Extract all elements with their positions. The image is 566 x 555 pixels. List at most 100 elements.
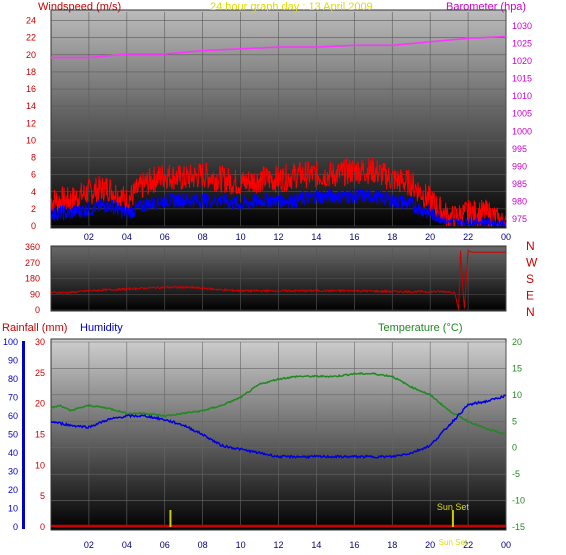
windspeed-tick-label: 12	[26, 118, 36, 128]
humidity-tick-label: 70	[8, 393, 18, 403]
windspeed-tick-label: 8	[31, 153, 36, 163]
direction-tick-label: 0	[35, 305, 40, 315]
rainfall-axis-label: Rainfall (mm)	[2, 322, 67, 334]
barometer-tick-label: 985	[512, 179, 527, 189]
hour-tick-label: 06	[160, 232, 170, 242]
windspeed-axis-label: Windspeed (m/s)	[38, 1, 121, 13]
temperature-line	[50, 371, 507, 436]
barometer-tick-label: 1015	[512, 74, 532, 84]
rainfall-tick-label: 5	[40, 491, 45, 501]
compass-label: W	[526, 256, 538, 270]
windspeed-tick-label: 4	[31, 187, 36, 197]
temperature-tick-label: -10	[512, 496, 525, 506]
direction-tick-label: 90	[30, 289, 40, 299]
rainfall-tick-label: 10	[35, 460, 45, 470]
barometer-tick-label: 1005	[512, 109, 532, 119]
windspeed-tick-label: 20	[26, 50, 36, 60]
hour-tick-label: 22	[463, 232, 473, 242]
humidity-tick-label: 40	[8, 448, 18, 458]
humidity-tick-label: 50	[8, 430, 18, 440]
hour-tick-label: 18	[387, 540, 397, 550]
average-line	[50, 188, 507, 228]
windspeed-tick-label: 16	[26, 84, 36, 94]
hour-tick-label: 10	[236, 540, 246, 550]
windspeed-tick-label: 10	[26, 135, 36, 145]
barometer-tick-label: 975	[512, 214, 527, 224]
sunset-annotation: Sun Set	[437, 502, 470, 512]
humidity-tick-label: 0	[13, 522, 18, 532]
hour-tick-label: 14	[311, 232, 321, 242]
barometer-axis-label: Barometer (hpa)	[446, 1, 526, 13]
hour-tick-label: 10	[236, 232, 246, 242]
windspeed-tick-label: 22	[26, 33, 36, 43]
hour-tick-label: 20	[425, 232, 435, 242]
hour-tick-label: 18	[387, 232, 397, 242]
windspeed-tick-label: 2	[31, 204, 36, 214]
rainfall-tick-label: 15	[35, 430, 45, 440]
direction-tick-label: 270	[25, 258, 40, 268]
hour-tick-label: 04	[122, 232, 132, 242]
temperature-tick-label: -5	[512, 469, 520, 479]
humidity-axis-bar	[22, 341, 25, 529]
pressure-line	[51, 35, 506, 59]
barometer-tick-label: 995	[512, 144, 527, 154]
hour-tick-label: 02	[84, 232, 94, 242]
hour-tick-label: 20	[425, 540, 435, 550]
rainfall-tick-label: 25	[35, 368, 45, 378]
compass-label: N	[526, 239, 535, 253]
wind-direction-line	[50, 249, 506, 310]
hour-tick-label: 12	[273, 540, 283, 550]
hour-tick-label: 14	[311, 540, 321, 550]
humidity-tick-label: 20	[8, 485, 18, 495]
temperature-axis-label: Temperature (°C)	[378, 322, 462, 334]
barometer-tick-label: 1025	[512, 39, 532, 49]
page-title: 24 hour graph day : 13 April 2009	[210, 1, 373, 13]
temperature-tick-label: 10	[512, 390, 522, 400]
sunset-annotation: Sun Set	[439, 538, 468, 547]
humidity-tick-label: 100	[3, 337, 18, 347]
barometer-tick-label: 1000	[512, 126, 532, 136]
hour-tick-label: 06	[160, 540, 170, 550]
humidity-line	[50, 394, 507, 460]
windspeed-tick-label: 18	[26, 67, 36, 77]
hour-tick-label: 08	[198, 540, 208, 550]
rainfall-tick-label: 0	[40, 522, 45, 532]
humidity-axis-label: Humidity	[80, 322, 123, 334]
hour-tick-label: 00	[501, 232, 511, 242]
hour-tick-label: 02	[84, 540, 94, 550]
humidity-tick-label: 10	[8, 504, 18, 514]
temperature-tick-label: 0	[512, 443, 517, 453]
hour-tick-label: 00	[501, 540, 511, 550]
compass-label: N	[526, 305, 535, 319]
windspeed-tick-label: 14	[26, 101, 36, 111]
compass-label: E	[526, 289, 534, 303]
rainfall-tick-label: 30	[35, 337, 45, 347]
humidity-tick-label: 30	[8, 467, 18, 477]
temperature-tick-label: 15	[512, 363, 522, 373]
barometer-tick-label: 980	[512, 196, 527, 206]
barometer-tick-label: 990	[512, 161, 527, 171]
hour-tick-label: 04	[122, 540, 132, 550]
hour-tick-label: 16	[349, 540, 359, 550]
windspeed-tick-label: 24	[26, 16, 36, 26]
windspeed-tick-label: 6	[31, 170, 36, 180]
temperature-tick-label: -15	[512, 522, 525, 532]
temperature-tick-label: 20	[512, 337, 522, 347]
compass-label: S	[526, 272, 534, 286]
humidity-tick-label: 60	[8, 411, 18, 421]
hour-tick-label: 22	[463, 540, 473, 550]
humidity-tick-label: 80	[8, 374, 18, 384]
direction-tick-label: 360	[25, 242, 40, 252]
temperature-tick-label: 5	[512, 416, 517, 426]
rainfall-tick-label: 20	[35, 399, 45, 409]
barometer-tick-label: 1020	[512, 56, 532, 66]
direction-tick-label: 180	[25, 274, 40, 284]
hour-tick-label: 12	[273, 232, 283, 242]
hour-tick-label: 08	[198, 232, 208, 242]
hour-tick-label: 16	[349, 232, 359, 242]
humidity-tick-label: 90	[8, 356, 18, 366]
barometer-tick-label: 1030	[512, 21, 532, 31]
barometer-tick-label: 1010	[512, 91, 532, 101]
